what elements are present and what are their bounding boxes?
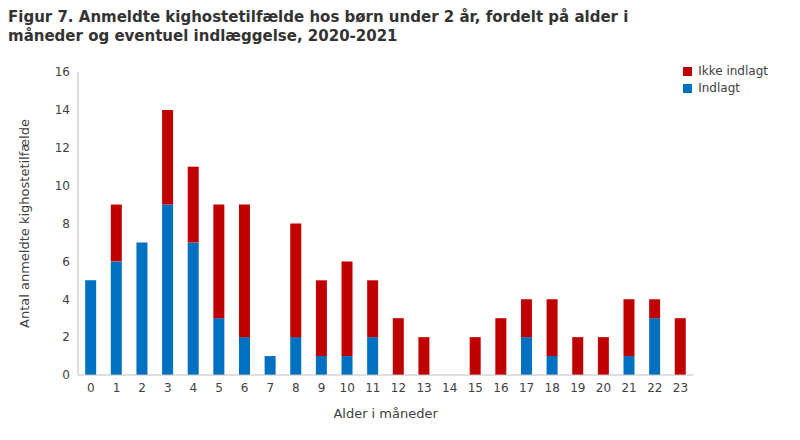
svg-text:16: 16: [55, 65, 70, 79]
svg-text:12: 12: [55, 141, 70, 155]
svg-text:9: 9: [318, 381, 326, 395]
svg-text:8: 8: [62, 217, 70, 231]
svg-text:22: 22: [647, 381, 662, 395]
svg-text:16: 16: [493, 381, 508, 395]
svg-text:10: 10: [55, 179, 70, 193]
svg-text:11: 11: [365, 381, 380, 395]
html-text:Ikke indlagt: Ikke indlagt: [698, 64, 768, 78]
svg-text:0: 0: [62, 368, 70, 382]
html-text:Indlagt: Indlagt: [698, 81, 740, 95]
svg-text:14: 14: [55, 103, 70, 117]
svg-text:12: 12: [391, 381, 406, 395]
svg-text:3: 3: [164, 381, 172, 395]
svg-text:19: 19: [570, 381, 585, 395]
svg-text:21: 21: [621, 381, 636, 395]
svg-text:2: 2: [62, 330, 70, 344]
svg-text:2: 2: [138, 381, 146, 395]
svg-text:6: 6: [241, 381, 249, 395]
html-text:Figur 7. Anmeldte kighostetilf: Figur 7. Anmeldte kighostetilfælde hos b…: [8, 8, 629, 45]
svg-text:10: 10: [340, 381, 355, 395]
svg-text:17: 17: [519, 381, 534, 395]
svg-text:8: 8: [292, 381, 300, 395]
svg-text:Alder i måneder: Alder i måneder: [333, 406, 438, 421]
svg-text:18: 18: [545, 381, 560, 395]
svg-text:23: 23: [673, 381, 688, 395]
svg-text:Antal anmeldte kighostetilfæld: Antal anmeldte kighostetilfælde: [17, 119, 32, 328]
svg-text:15: 15: [468, 381, 483, 395]
svg-text:14: 14: [442, 381, 457, 395]
svg-text:6: 6: [62, 255, 70, 269]
svg-text:4: 4: [190, 381, 198, 395]
svg-text:13: 13: [416, 381, 431, 395]
svg-text:20: 20: [596, 381, 611, 395]
svg-text:7: 7: [266, 381, 274, 395]
svg-text:4: 4: [62, 293, 70, 307]
svg-text:0: 0: [87, 381, 95, 395]
svg-text:5: 5: [215, 381, 223, 395]
svg-text:1: 1: [113, 381, 121, 395]
